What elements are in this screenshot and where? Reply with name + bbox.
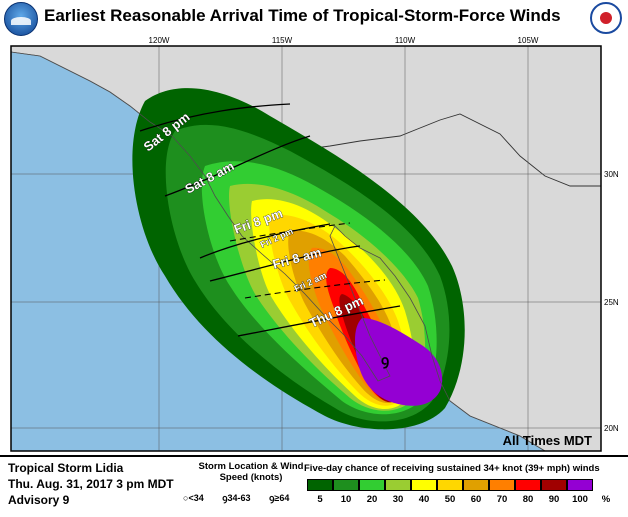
scale-label-50: 50	[444, 494, 456, 505]
all-times-note: All Times MDT	[503, 433, 592, 448]
storm-info: Tropical Storm Lidia Thu. Aug. 31, 2017 …	[8, 460, 174, 508]
scale-label-70: 70	[496, 494, 508, 505]
lat-label-30n: 30N	[604, 170, 619, 179]
storm-name: Tropical Storm Lidia	[8, 461, 124, 475]
chance-legend-title: Five-day chance of receiving sustained 3…	[304, 463, 600, 474]
header: Earliest Reasonable Arrival Time of Trop…	[0, 0, 628, 36]
scale-label-30: 30	[392, 494, 404, 505]
nws-logo-icon	[590, 2, 622, 34]
lon-label-105w: 105W	[518, 36, 539, 45]
scale-swatch-5	[307, 479, 333, 491]
location-legend-title: Storm Location & Wind Speed (knots)	[198, 461, 304, 483]
scale-swatch-80	[515, 479, 541, 491]
lat-label-20n: 20N	[604, 424, 619, 433]
symbol-weak-label: <34	[188, 493, 204, 503]
symbol-ts-label: 34-63	[227, 493, 251, 503]
lon-label-120w: 120W	[149, 36, 170, 45]
scale-swatch-50	[437, 479, 463, 491]
svg-text:Fri 8 am: Fri 8 am	[271, 244, 323, 271]
page-title: Earliest Reasonable Arrival Time of Trop…	[44, 6, 561, 25]
lon-label-115w: 115W	[272, 36, 293, 45]
scale-label-80: 80	[522, 494, 534, 505]
scale-swatch-70	[489, 479, 515, 491]
scale-swatch-90	[541, 479, 567, 491]
svg-text:Fri 8 pm: Fri 8 pm	[232, 205, 285, 236]
scale-label-100: 100	[572, 494, 588, 505]
scale-label-90: 90	[548, 494, 560, 505]
legend: Tropical Storm Lidia Thu. Aug. 31, 2017 …	[0, 455, 628, 517]
scale-unit: %	[601, 494, 611, 505]
scale-label-20: 20	[366, 494, 378, 505]
noaa-logo-icon	[4, 2, 38, 36]
storm-symbols: ○<34 ꝯ34-63 ꝯ≥64	[183, 491, 305, 504]
arrival-time-lines	[139, 103, 401, 337]
symbol-hurricane: ꝯ≥64	[269, 493, 290, 503]
scale-label-60: 60	[470, 494, 482, 505]
color-scale-labels: 5 10 20 30 40 50 60 70 80 90 100%	[307, 494, 619, 505]
map: ꝯ Sat 8 pm Sat 8 am Fri 8 pm Fri 2 pm Fr…	[0, 36, 628, 453]
lat-label-25n: 25N	[604, 298, 619, 307]
scale-label-40: 40	[418, 494, 430, 505]
scale-swatch-100	[567, 479, 593, 491]
symbol-weak: ○<34	[183, 493, 204, 503]
color-scale	[307, 479, 593, 491]
scale-swatch-40	[411, 479, 437, 491]
storm-location-icon: ꝯ	[381, 352, 389, 369]
label-fri-8am: Fri 8 am	[271, 244, 324, 272]
lon-label-110w: 110W	[395, 36, 416, 45]
label-fri-8pm: Fri 8 pm	[232, 205, 285, 237]
issued-time: Thu. Aug. 31, 2017 3 pm MDT	[8, 477, 174, 491]
scale-label-10: 10	[340, 494, 352, 505]
symbol-ts: ꝯ34-63	[222, 493, 251, 503]
scale-swatch-60	[463, 479, 489, 491]
scale-swatch-10	[333, 479, 359, 491]
scale-label-5: 5	[317, 494, 323, 505]
arrival-time-lines-dashed	[229, 222, 386, 299]
advisory-number: Advisory 9	[8, 493, 70, 507]
coastline	[11, 51, 546, 451]
scale-swatch-20	[359, 479, 385, 491]
map-frame	[10, 45, 602, 452]
scale-swatch-30	[385, 479, 411, 491]
symbol-hurricane-label: ≥64	[274, 493, 290, 503]
